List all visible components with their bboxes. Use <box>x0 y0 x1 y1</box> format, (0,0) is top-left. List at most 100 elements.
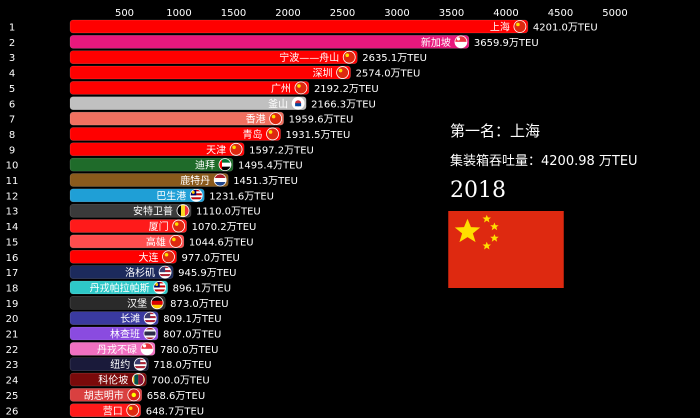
value-label: 896.1万TEU <box>173 283 231 294</box>
x-tick-label: 500 <box>115 8 134 19</box>
bar-row: 18 丹戎帕拉帕斯 896.1万TEU <box>6 280 231 294</box>
flag-cn-icon <box>343 51 356 64</box>
rank-label: 6 <box>9 99 15 110</box>
value-label: 2192.2万TEU <box>314 84 379 95</box>
flag-de-icon <box>151 296 164 309</box>
rank-label: 13 <box>6 207 19 218</box>
bar-row: 25 胡志明市 658.6万TEU <box>6 388 205 402</box>
value-label: 1495.4万TEU <box>238 161 303 172</box>
flag-border <box>172 219 186 233</box>
rank-label: 11 <box>6 176 19 187</box>
flag-stripe <box>214 178 227 182</box>
x-tick-label: 4500 <box>548 8 573 19</box>
bar-row: 23 纽约 718.0万TEU <box>6 357 212 371</box>
rank-label: 25 <box>6 391 19 402</box>
flag-border <box>218 158 232 172</box>
bar-row: 9 天津 1597.2万TEU <box>9 142 314 157</box>
flag-be-icon <box>176 204 189 217</box>
bar-row: 3 宁波——舟山 2635.1万TEU <box>9 50 427 64</box>
flag-stripe <box>134 368 147 371</box>
value-label: 1931.5万TEU <box>286 130 351 141</box>
bar-row: 4 深圳 2574.0万TEU <box>9 65 420 80</box>
rank-label: 1 <box>9 23 15 34</box>
value-label: 873.0万TEU <box>170 299 228 310</box>
value-label: 3659.9万TEU <box>474 38 539 49</box>
flag-border <box>454 35 468 49</box>
flag-border <box>229 142 243 156</box>
bar <box>69 127 281 141</box>
flag-stripe <box>153 287 166 290</box>
bar <box>69 173 229 187</box>
flag-border <box>143 311 157 325</box>
flag-stripe <box>141 348 154 355</box>
bar-row: 12 巴生港 1231.6万TEU <box>6 188 274 203</box>
value-label: 780.0万TEU <box>160 345 218 356</box>
flag-cn-icon <box>162 250 175 263</box>
bar <box>69 50 358 64</box>
rank-label: 7 <box>9 115 15 126</box>
flag-star <box>268 130 273 134</box>
bar-label: 巴生港 <box>156 189 186 202</box>
bar <box>69 188 205 203</box>
flag-cn-icon <box>336 66 349 79</box>
bar-label: 鹿特丹 <box>180 174 210 187</box>
bar-row: 26 营口 648.7万TEU <box>6 403 204 417</box>
flag-stripe <box>190 199 203 202</box>
bar <box>69 142 245 157</box>
bar-label: 科伦坡 <box>98 374 128 387</box>
value-label: 2166.3万TEU <box>311 99 376 110</box>
flag-stripe <box>151 296 164 301</box>
value-label: 807.0万TEU <box>163 330 221 341</box>
flag-star <box>297 84 301 88</box>
bar-label: 洛杉矶 <box>125 266 155 279</box>
flag-stripe <box>454 41 467 48</box>
bar <box>69 219 187 233</box>
bar <box>69 234 185 249</box>
flag-th-icon <box>143 327 156 340</box>
bar <box>69 81 310 95</box>
value-label: 718.0万TEU <box>153 360 211 371</box>
value-label: 1959.6万TEU <box>289 115 354 126</box>
flag-stripe <box>144 318 157 321</box>
bar-label: 深圳 <box>313 68 333 80</box>
flag-border <box>126 403 140 417</box>
flag-crescent <box>142 344 147 348</box>
value-label: 658.6万TEU <box>147 391 205 402</box>
flag-stripe <box>144 320 157 323</box>
rank-label: 22 <box>6 345 19 356</box>
bar-label: 高雄 <box>146 235 166 248</box>
flag-stripe <box>176 204 181 217</box>
flag-star <box>516 22 520 27</box>
rank-label: 24 <box>6 376 19 387</box>
flag-border <box>176 204 190 218</box>
flag-border <box>169 234 183 248</box>
flag-stripe <box>143 331 156 336</box>
bar-label: 胡志明市 <box>84 389 124 402</box>
flag-border <box>131 373 145 386</box>
flag-border <box>269 112 282 125</box>
bar-label: 上海 <box>490 21 510 34</box>
rank-label: 17 <box>6 268 19 279</box>
flag-cn-icon <box>230 143 243 156</box>
flag-cn-icon <box>172 220 185 233</box>
flag-stripe <box>159 274 172 277</box>
flag-stripe <box>134 358 141 365</box>
value-label: 1110.0万TEU <box>196 207 261 218</box>
bar-row: 24 科伦坡 700.0万TEU <box>6 372 210 387</box>
bar <box>69 35 470 49</box>
flag-cn-icon <box>169 235 182 248</box>
bar-label: 釜山 <box>268 97 288 110</box>
flag-star <box>338 68 343 73</box>
bar-row: 20 长滩 809.1万TEU <box>6 311 222 325</box>
flag-border <box>158 265 172 279</box>
rank-label: 20 <box>6 314 19 325</box>
bar <box>69 111 284 126</box>
flag-stripe <box>144 322 157 325</box>
flag-stripe <box>454 35 467 42</box>
year-label: 2018 <box>450 178 506 203</box>
value-label: 1044.6万TEU <box>189 237 254 248</box>
bar-label: 丹戎不碌 <box>97 343 137 356</box>
rank-label: 19 <box>6 299 19 310</box>
flag-vn-icon <box>127 388 140 401</box>
x-tick-label: 2000 <box>275 8 300 19</box>
